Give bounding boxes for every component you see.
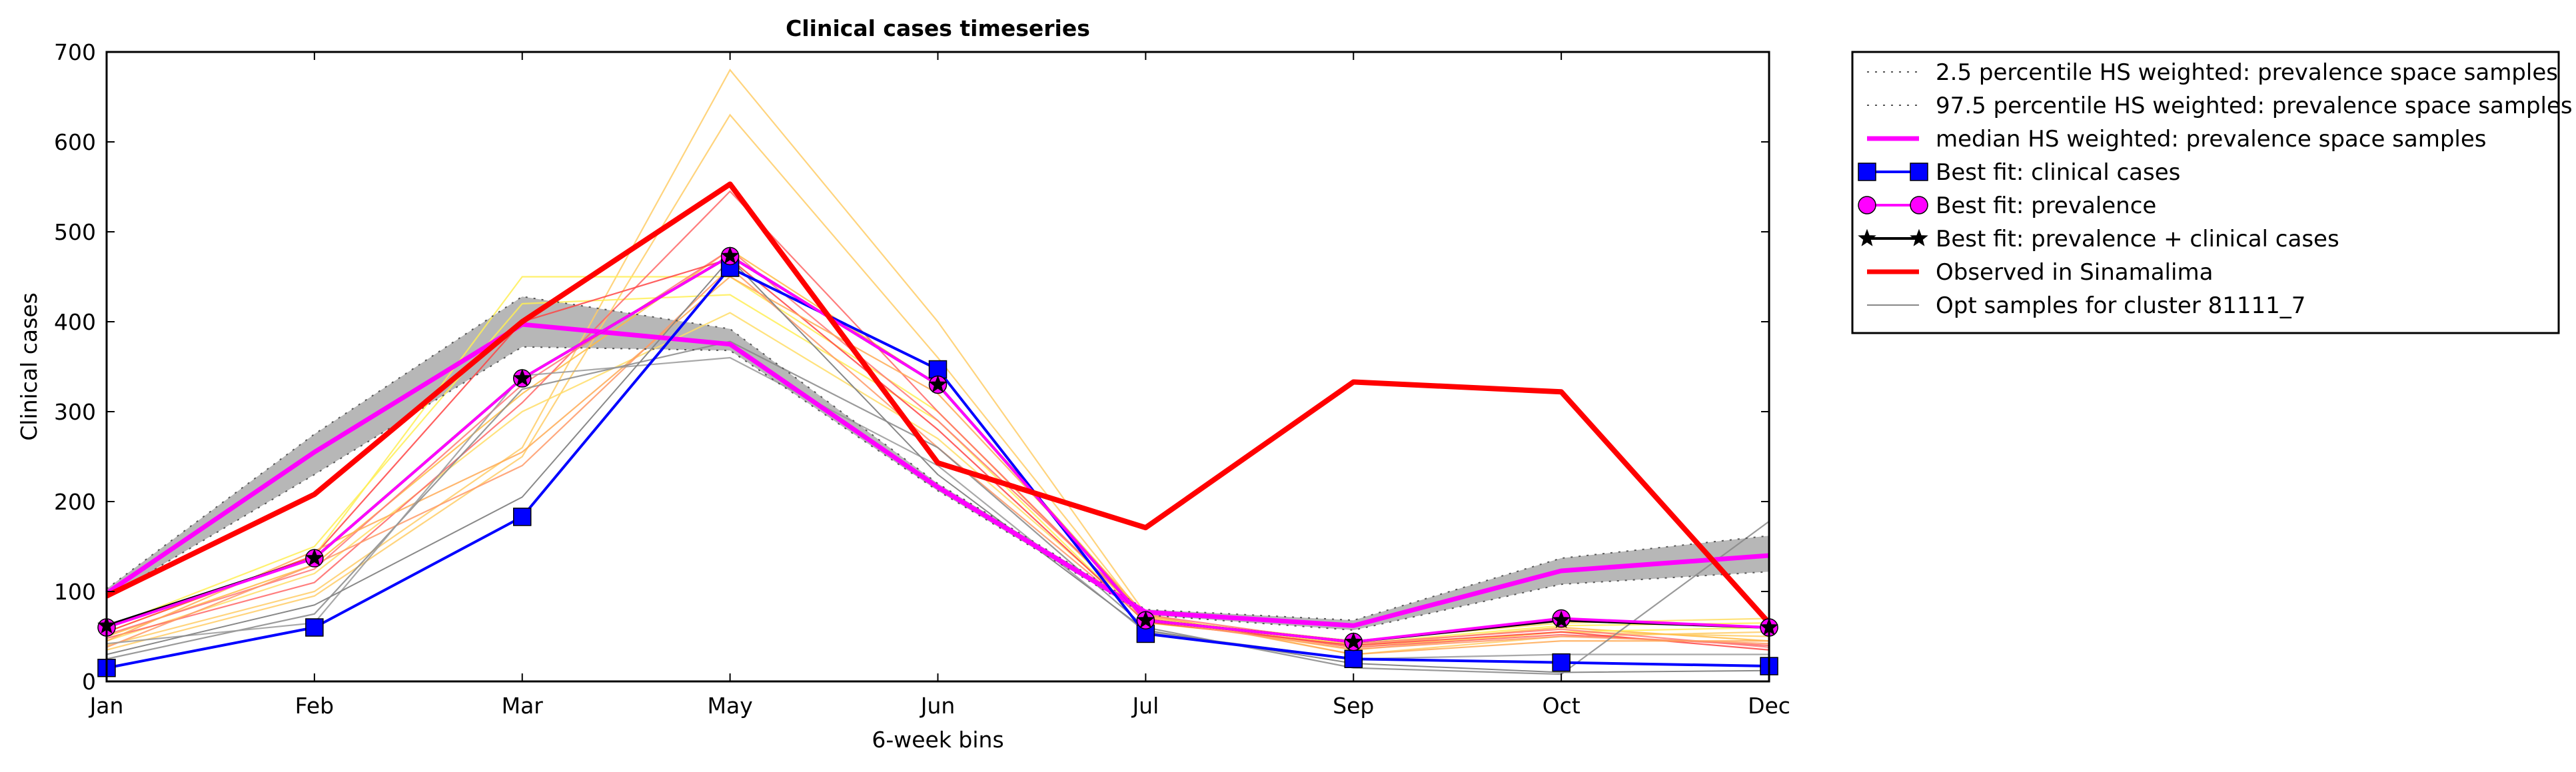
x-tick-label: Mar xyxy=(502,693,544,719)
legend: 2.5 percentile HS weighted: prevalence s… xyxy=(1851,51,2573,334)
best-fit-clinical-line xyxy=(106,266,1770,669)
legend-label: median HS weighted: prevalence space sam… xyxy=(1936,126,2487,153)
percentile-2-5-line xyxy=(106,346,1770,631)
clinical-point xyxy=(1344,649,1363,668)
combined-point xyxy=(720,246,740,264)
y-axis-label: Clinical cases xyxy=(16,292,42,441)
x-axis-label: 6-week bins xyxy=(872,727,1003,753)
y-tick-label: 400 xyxy=(54,309,96,335)
combined-point xyxy=(1136,610,1155,628)
x-tick-label: Jan xyxy=(89,693,124,719)
legend-item: 2.5 percentile HS weighted: prevalence s… xyxy=(1867,59,2558,86)
sample-trace-2 xyxy=(106,113,1770,651)
legend-label: Best fit: clinical cases xyxy=(1936,159,2180,186)
x-tick-label: Jun xyxy=(920,693,956,719)
y-tick-label: 100 xyxy=(54,579,96,605)
sample-trace-9 xyxy=(106,258,1770,651)
legend-item: Opt samples for cluster 81111_7 xyxy=(1867,292,2305,319)
legend-item: 97.5 percentile HS weighted: prevalence … xyxy=(1867,93,2573,119)
legend-label: 2.5 percentile HS weighted: prevalence s… xyxy=(1936,59,2558,86)
x-tick-label: Oct xyxy=(1543,693,1581,719)
axes: 0 100 200 300 400 500 600 700 Jan Feb Mar May Jun Jul… xyxy=(54,39,1790,719)
sample-trace-6 xyxy=(106,312,1770,642)
legend-label: Best fit: prevalence xyxy=(1936,193,2156,219)
sample-trace-1 xyxy=(106,69,1770,655)
combined-point xyxy=(305,548,324,566)
sample-trace-8 xyxy=(106,248,1770,648)
legend-box xyxy=(1851,51,2560,334)
legend-marker xyxy=(1910,228,1928,246)
y-tick-label: 700 xyxy=(54,39,96,65)
x-tick-label: Jul xyxy=(1131,693,1159,719)
legend-label: Observed in Sinamalima xyxy=(1936,259,2213,286)
x-tick-label: Feb xyxy=(295,693,334,719)
observed-line xyxy=(105,181,1771,625)
legend-label: Best fit: prevalence + clinical cases xyxy=(1936,226,2339,252)
legend-marker xyxy=(1858,228,1876,246)
x-tick-label: Dec xyxy=(1748,693,1790,719)
legend-item: Observed in Sinamalima xyxy=(1867,259,2213,286)
combined-point xyxy=(928,375,948,393)
median-line xyxy=(105,322,1770,628)
y-tick-label: 0 xyxy=(82,669,96,695)
y-tick-label: 600 xyxy=(54,129,96,155)
clinical-point xyxy=(305,618,324,637)
plot-area xyxy=(97,51,1778,683)
combined-point xyxy=(1552,610,1571,628)
y-tick-label: 500 xyxy=(54,219,96,245)
markers-layer xyxy=(97,246,1778,677)
legend-marker xyxy=(1910,163,1928,181)
chart-title: Clinical cases timeseries xyxy=(786,15,1090,41)
y-tick-label: 300 xyxy=(54,399,96,425)
y-tick-label: 200 xyxy=(54,489,96,515)
legend-label: 97.5 percentile HS weighted: prevalence … xyxy=(1936,93,2573,119)
legend-marker xyxy=(1858,163,1876,181)
series-layer xyxy=(105,181,1771,673)
sample-trace-12 xyxy=(106,340,1770,675)
clinical-point xyxy=(513,508,532,526)
sample-trace-7 xyxy=(106,190,1770,648)
combined-point xyxy=(1344,632,1363,650)
opt-samples-line xyxy=(106,258,1770,673)
legend-item: median HS weighted: prevalence space sam… xyxy=(1867,126,2487,153)
legend-marker xyxy=(1910,196,1928,214)
combined-point xyxy=(513,368,532,386)
legend-item: Best fit: prevalence + clinical cases xyxy=(1858,226,2339,252)
legend-label: Opt samples for cluster 81111_7 xyxy=(1936,292,2305,319)
legend-items: 2.5 percentile HS weighted: prevalence s… xyxy=(1858,59,2573,319)
x-tick-label: May xyxy=(708,693,753,719)
legend-item: Best fit: clinical cases xyxy=(1858,159,2180,186)
legend-marker xyxy=(1858,196,1876,214)
clinical-point xyxy=(1552,653,1571,672)
legend-item: Best fit: prevalence xyxy=(1858,193,2156,219)
x-tick-label: Sep xyxy=(1333,693,1374,719)
